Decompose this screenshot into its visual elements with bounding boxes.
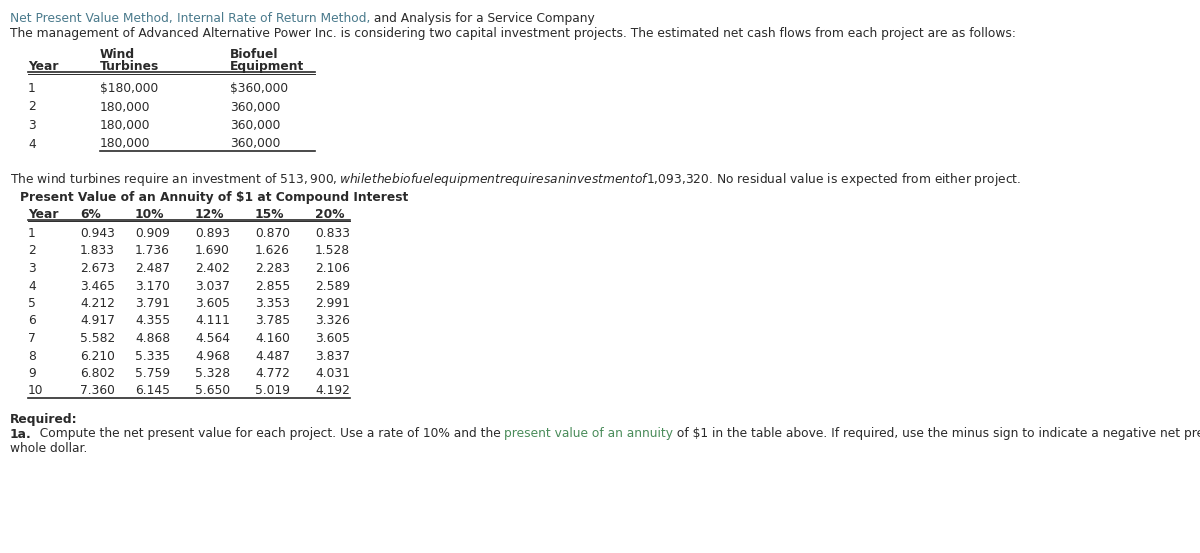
- Text: Biofuel: Biofuel: [230, 48, 278, 61]
- Text: 4.111: 4.111: [194, 315, 230, 327]
- Text: 15%: 15%: [256, 207, 284, 221]
- Text: 20%: 20%: [314, 207, 344, 221]
- Text: 4.160: 4.160: [256, 332, 290, 345]
- Text: Present Value of an Annuity of $1 at Compound Interest: Present Value of an Annuity of $1 at Com…: [20, 191, 408, 205]
- Text: 1.690: 1.690: [194, 244, 230, 258]
- Text: 2.991: 2.991: [314, 297, 350, 310]
- Text: 3.353: 3.353: [256, 297, 290, 310]
- Text: 7.360: 7.360: [80, 384, 115, 398]
- Text: $360,000: $360,000: [230, 82, 288, 95]
- Text: 5.335: 5.335: [134, 349, 170, 363]
- Text: 180,000: 180,000: [100, 119, 150, 132]
- Text: 2.283: 2.283: [256, 262, 290, 275]
- Text: 3.170: 3.170: [134, 279, 170, 293]
- Text: 3.785: 3.785: [256, 315, 290, 327]
- Text: 0.833: 0.833: [314, 227, 350, 240]
- Text: of $1 in the table above. If required, use the minus sign to indicate a negative: of $1 in the table above. If required, u…: [673, 427, 1200, 441]
- Text: 4.031: 4.031: [314, 367, 350, 380]
- Text: 3: 3: [28, 119, 36, 132]
- Text: 1a.: 1a.: [10, 427, 31, 441]
- Text: 0.943: 0.943: [80, 227, 115, 240]
- Text: 1.626: 1.626: [256, 244, 290, 258]
- Text: 360,000: 360,000: [230, 138, 281, 150]
- Text: 2.589: 2.589: [314, 279, 350, 293]
- Text: 1.833: 1.833: [80, 244, 115, 258]
- Text: 4.487: 4.487: [256, 349, 290, 363]
- Text: Wind: Wind: [100, 48, 136, 61]
- Text: $180,000: $180,000: [100, 82, 158, 95]
- Text: 3.037: 3.037: [194, 279, 230, 293]
- Text: 4.868: 4.868: [134, 332, 170, 345]
- Text: 3.605: 3.605: [194, 297, 230, 310]
- Text: 1.528: 1.528: [314, 244, 350, 258]
- Text: 1.736: 1.736: [134, 244, 170, 258]
- Text: 5: 5: [28, 297, 36, 310]
- Text: 5.759: 5.759: [134, 367, 170, 380]
- Text: 5.019: 5.019: [256, 384, 290, 398]
- Text: 2.106: 2.106: [314, 262, 350, 275]
- Text: 360,000: 360,000: [230, 101, 281, 113]
- Text: 3.465: 3.465: [80, 279, 115, 293]
- Text: 10: 10: [28, 384, 43, 398]
- Text: 1: 1: [28, 82, 36, 95]
- Text: 3.791: 3.791: [134, 297, 170, 310]
- Text: 2.855: 2.855: [256, 279, 290, 293]
- Text: 6: 6: [28, 315, 36, 327]
- Text: and Analysis for a Service Company: and Analysis for a Service Company: [370, 12, 595, 25]
- Text: 6.210: 6.210: [80, 349, 115, 363]
- Text: 2.673: 2.673: [80, 262, 115, 275]
- Text: 12%: 12%: [194, 207, 224, 221]
- Text: 8: 8: [28, 349, 36, 363]
- Text: 5.650: 5.650: [194, 384, 230, 398]
- Text: Turbines: Turbines: [100, 60, 160, 73]
- Text: 1: 1: [28, 227, 36, 240]
- Text: 3.326: 3.326: [314, 315, 350, 327]
- Text: Year: Year: [28, 207, 59, 221]
- Text: Year: Year: [28, 60, 59, 73]
- Text: 4.917: 4.917: [80, 315, 115, 327]
- Text: 2: 2: [28, 244, 36, 258]
- Text: 0.893: 0.893: [194, 227, 230, 240]
- Text: Required:: Required:: [10, 413, 78, 425]
- Text: 2.402: 2.402: [194, 262, 230, 275]
- Text: The wind turbines require an investment of $513,900, while the biofuel equipment: The wind turbines require an investment …: [10, 171, 1021, 189]
- Text: 180,000: 180,000: [100, 138, 150, 150]
- Text: 6.145: 6.145: [134, 384, 170, 398]
- Text: whole dollar.: whole dollar.: [10, 441, 88, 455]
- Text: 2: 2: [28, 101, 36, 113]
- Text: 180,000: 180,000: [100, 101, 150, 113]
- Text: 4.355: 4.355: [134, 315, 170, 327]
- Text: 4.192: 4.192: [314, 384, 350, 398]
- Text: 5.582: 5.582: [80, 332, 115, 345]
- Text: 4: 4: [28, 279, 36, 293]
- Text: present value of an annuity: present value of an annuity: [504, 427, 673, 441]
- Text: Net Present Value Method,: Net Present Value Method,: [10, 12, 176, 25]
- Text: 10%: 10%: [134, 207, 164, 221]
- Text: 9: 9: [28, 367, 36, 380]
- Text: 6%: 6%: [80, 207, 101, 221]
- Text: 4.968: 4.968: [194, 349, 230, 363]
- Text: 360,000: 360,000: [230, 119, 281, 132]
- Text: Compute the net present value for each project. Use a rate of 10% and the: Compute the net present value for each p…: [31, 427, 504, 441]
- Text: 3: 3: [28, 262, 36, 275]
- Text: The management of Advanced Alternative Power Inc. is considering two capital inv: The management of Advanced Alternative P…: [10, 27, 1016, 40]
- Text: 0.870: 0.870: [256, 227, 290, 240]
- Text: 5.328: 5.328: [194, 367, 230, 380]
- Text: 4.212: 4.212: [80, 297, 115, 310]
- Text: 4.564: 4.564: [194, 332, 230, 345]
- Text: 4: 4: [28, 138, 36, 150]
- Text: 7: 7: [28, 332, 36, 345]
- Text: 0.909: 0.909: [134, 227, 170, 240]
- Text: Equipment: Equipment: [230, 60, 305, 73]
- Text: 6.802: 6.802: [80, 367, 115, 380]
- Text: 4.772: 4.772: [256, 367, 290, 380]
- Text: 3.837: 3.837: [314, 349, 350, 363]
- Text: Internal Rate of Return Method,: Internal Rate of Return Method,: [176, 12, 370, 25]
- Text: 3.605: 3.605: [314, 332, 350, 345]
- Text: 2.487: 2.487: [134, 262, 170, 275]
